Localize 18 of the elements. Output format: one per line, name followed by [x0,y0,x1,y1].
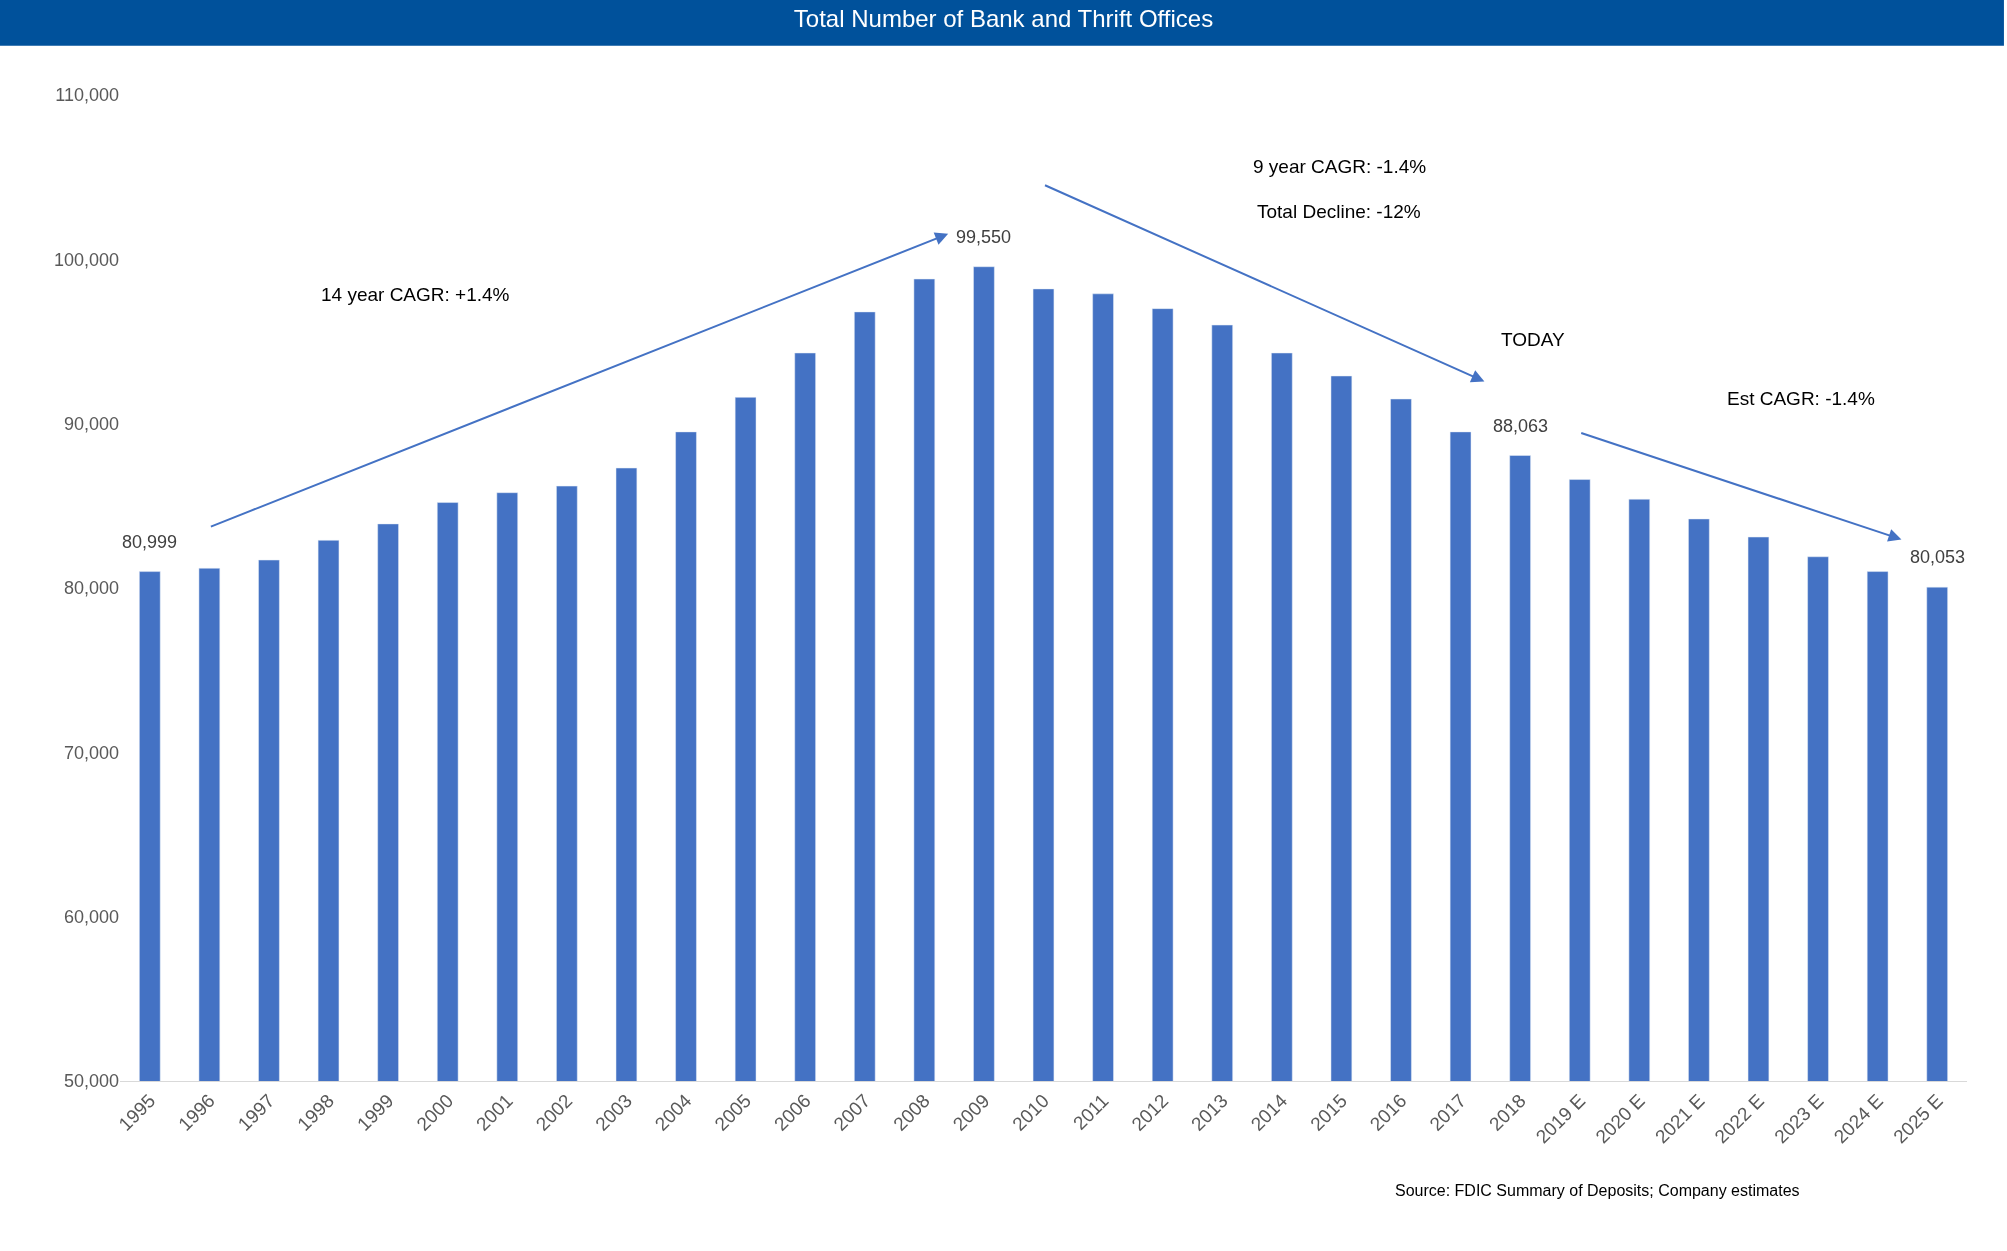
y-tick-label: 90,000 [63,413,119,434]
annotation: TODAY [1501,329,1566,350]
y-tick-label: 80,000 [63,578,119,599]
y-tick-label: 100,000 [53,249,119,270]
source-note: Source: FDIC Summary of Deposits; Company estimates [1395,1182,1800,1199]
y-tick-label: 60,000 [63,906,119,927]
y-tick-label: 110,000 [55,85,119,106]
annotation: 9 year CAGR: -1.4% [1253,156,1427,177]
annotation: 99,550 [956,227,1012,247]
annotation: 80,053 [1910,547,1966,567]
chart-title: Total Number of Bank and Thrift Offices [793,5,1214,33]
annotation: 14 year CAGR: +1.4% [321,284,510,305]
annotation: Total Decline: -12% [1257,201,1421,222]
y-tick-label: 70,000 [63,742,119,763]
annotation: 80,999 [122,532,178,552]
annotation: 88,063 [1493,416,1549,436]
y-tick-label: 50,000 [63,1071,119,1092]
annotation: Est CAGR: -1.4% [1727,388,1875,409]
